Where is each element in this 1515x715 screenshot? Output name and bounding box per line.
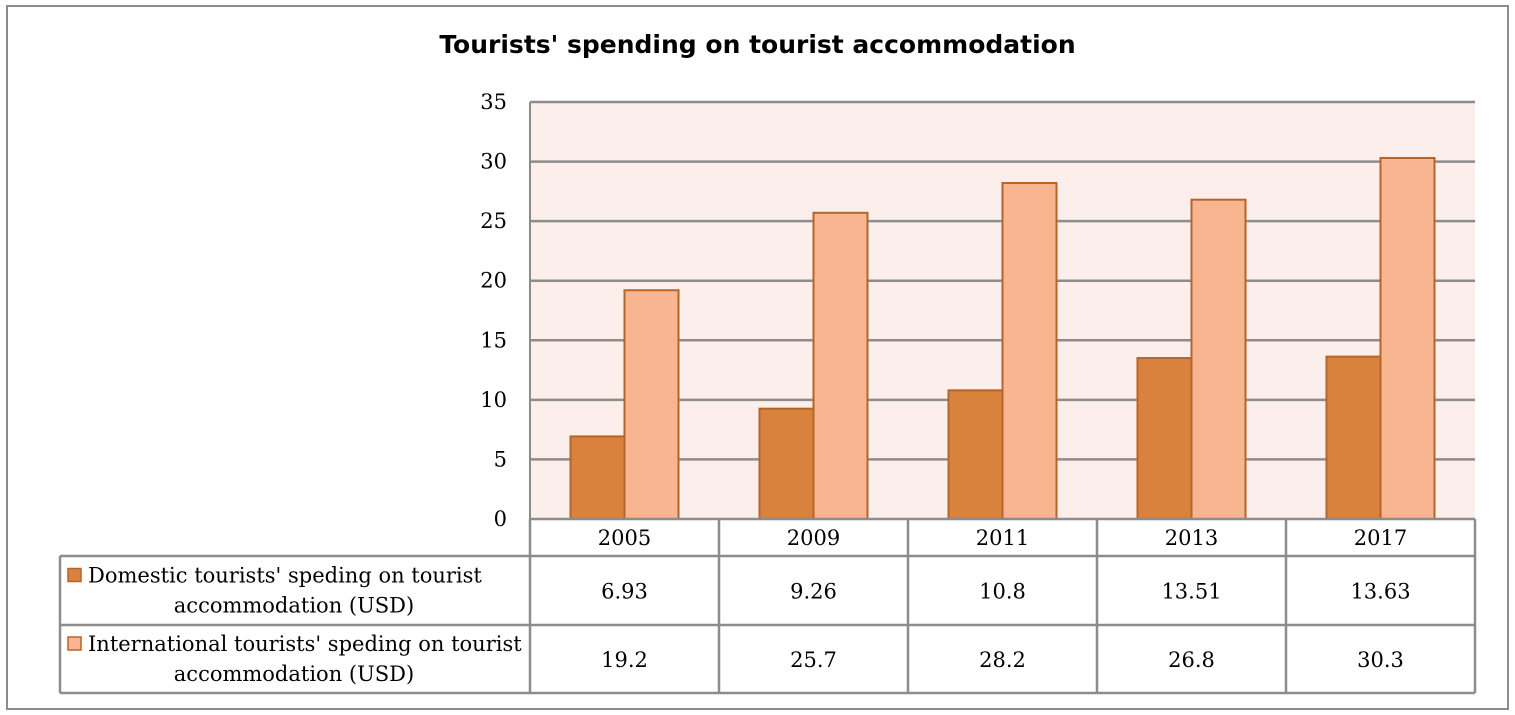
x-category-label: 2011 xyxy=(976,526,1029,550)
bar-series-2 xyxy=(623,289,680,521)
legend-key-series-1 xyxy=(67,567,82,583)
bar-series-1 xyxy=(1136,357,1193,520)
y-tick-label: 30 xyxy=(480,150,507,174)
legend-label-line: International tourists' speding on touri… xyxy=(88,632,522,656)
bar-series-2 xyxy=(812,211,869,520)
bar-series-2 xyxy=(1379,156,1436,521)
y-tick-label: 0 xyxy=(494,507,507,531)
data-table-cell: 30.3 xyxy=(1357,648,1404,672)
bar-series-1 xyxy=(1325,355,1382,520)
data-table-cell: 9.26 xyxy=(790,580,837,604)
data-table-cell: 13.63 xyxy=(1350,580,1410,604)
y-tick-label: 20 xyxy=(480,269,507,293)
data-table-cell: 13.51 xyxy=(1161,580,1221,604)
data-table-cell: 19.2 xyxy=(601,648,648,672)
bar-series-1 xyxy=(947,389,1004,520)
x-category-label: 2009 xyxy=(787,526,840,550)
data-table-cell: 25.7 xyxy=(790,648,837,672)
y-tick-label: 35 xyxy=(480,90,507,114)
legend-key-series-2 xyxy=(67,636,82,651)
data-table-cell: 10.8 xyxy=(979,580,1026,604)
data-table-cell: 28.2 xyxy=(979,648,1026,672)
y-tick-label: 25 xyxy=(480,209,507,233)
y-tick-label: 15 xyxy=(480,328,507,352)
legend-label-line: accommodation (USD) xyxy=(174,594,414,618)
bar-series-2 xyxy=(1190,198,1247,520)
chart-title: Tourists' spending on tourist accommodat… xyxy=(439,30,1076,59)
y-tick-label: 5 xyxy=(494,447,507,471)
y-tick-label: 10 xyxy=(480,388,507,412)
bar-series-1 xyxy=(758,407,815,520)
bar-series-1 xyxy=(569,435,626,520)
x-category-label: 2013 xyxy=(1165,526,1218,550)
bar-series-2 xyxy=(1001,182,1058,520)
data-table-cell: 26.8 xyxy=(1168,648,1215,672)
x-category-label: 2005 xyxy=(598,526,651,550)
legend-label-line: Domestic tourists' speding on tourist xyxy=(88,564,482,588)
legend-label-line: accommodation (USD) xyxy=(174,662,414,686)
data-table-cell: 6.93 xyxy=(601,580,648,604)
x-category-label: 2017 xyxy=(1354,526,1407,550)
